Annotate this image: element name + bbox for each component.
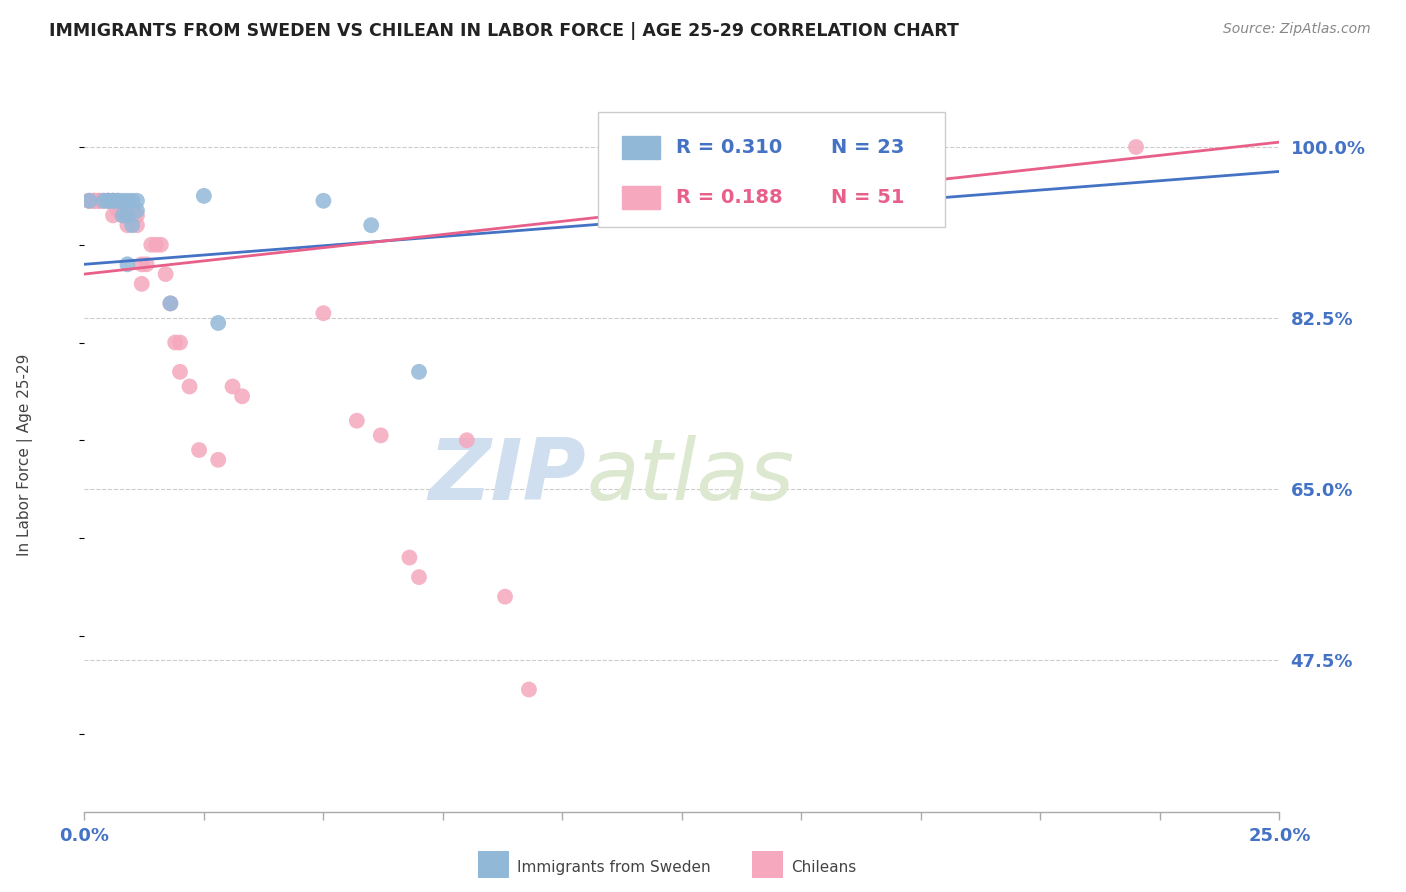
Point bbox=[456, 434, 478, 448]
Text: In Labor Force | Age 25-29: In Labor Force | Age 25-29 bbox=[17, 354, 34, 556]
Point bbox=[87, 194, 110, 208]
Point bbox=[398, 550, 420, 565]
Point bbox=[125, 194, 148, 208]
Point bbox=[370, 428, 392, 442]
Point bbox=[408, 570, 430, 584]
Point bbox=[121, 209, 143, 223]
Point bbox=[360, 218, 382, 232]
Point bbox=[131, 257, 153, 271]
Point bbox=[101, 209, 124, 223]
Text: N = 51: N = 51 bbox=[831, 188, 905, 207]
Point bbox=[346, 414, 368, 428]
Point bbox=[188, 443, 211, 458]
Point bbox=[87, 194, 110, 208]
Point bbox=[83, 194, 105, 208]
Point bbox=[77, 194, 100, 208]
Point bbox=[107, 194, 129, 208]
Point bbox=[169, 365, 191, 379]
Point bbox=[111, 209, 134, 223]
Text: N = 23: N = 23 bbox=[831, 138, 904, 157]
Point bbox=[117, 257, 139, 271]
Point bbox=[111, 203, 134, 218]
Point bbox=[107, 203, 129, 218]
Point bbox=[121, 218, 143, 232]
Point bbox=[125, 209, 148, 223]
Point bbox=[165, 335, 187, 350]
Point bbox=[117, 209, 139, 223]
Point bbox=[131, 277, 153, 291]
Point bbox=[107, 194, 129, 208]
Point bbox=[111, 194, 134, 208]
Point bbox=[1125, 140, 1147, 154]
Point bbox=[77, 194, 100, 208]
Text: R = 0.188: R = 0.188 bbox=[676, 188, 783, 207]
Point bbox=[97, 194, 120, 208]
Point bbox=[107, 194, 129, 208]
Text: Immigrants from Sweden: Immigrants from Sweden bbox=[517, 860, 711, 874]
Point bbox=[111, 209, 134, 223]
Point bbox=[97, 194, 120, 208]
Point bbox=[312, 306, 335, 320]
Point bbox=[93, 194, 115, 208]
Point bbox=[93, 194, 115, 208]
Point bbox=[135, 257, 157, 271]
Point bbox=[125, 203, 148, 218]
Point bbox=[207, 316, 229, 330]
Point bbox=[121, 203, 143, 218]
Point bbox=[517, 682, 540, 697]
Point bbox=[97, 194, 120, 208]
Bar bbox=[621, 136, 661, 159]
Point bbox=[494, 590, 516, 604]
Point bbox=[141, 237, 163, 252]
Point bbox=[121, 194, 143, 208]
Point bbox=[221, 379, 243, 393]
Text: ZIP: ZIP bbox=[429, 434, 586, 518]
Bar bbox=[621, 186, 661, 209]
Point bbox=[117, 218, 139, 232]
Text: atlas: atlas bbox=[586, 434, 794, 518]
Point bbox=[93, 194, 115, 208]
Text: Chileans: Chileans bbox=[792, 860, 856, 874]
Point bbox=[125, 218, 148, 232]
Point bbox=[155, 267, 177, 281]
Point bbox=[145, 237, 167, 252]
Point bbox=[83, 194, 105, 208]
Point bbox=[97, 194, 120, 208]
Point bbox=[169, 335, 191, 350]
Point bbox=[101, 194, 124, 208]
Point bbox=[231, 389, 253, 403]
Point bbox=[117, 209, 139, 223]
FancyBboxPatch shape bbox=[599, 112, 945, 227]
Text: IMMIGRANTS FROM SWEDEN VS CHILEAN IN LABOR FORCE | AGE 25-29 CORRELATION CHART: IMMIGRANTS FROM SWEDEN VS CHILEAN IN LAB… bbox=[49, 22, 959, 40]
Point bbox=[101, 194, 124, 208]
Point bbox=[97, 194, 120, 208]
Point bbox=[149, 237, 172, 252]
Point bbox=[408, 365, 430, 379]
Text: Source: ZipAtlas.com: Source: ZipAtlas.com bbox=[1223, 22, 1371, 37]
Point bbox=[159, 296, 181, 310]
Point bbox=[77, 194, 100, 208]
Point bbox=[101, 194, 124, 208]
Point bbox=[159, 296, 181, 310]
Point bbox=[207, 452, 229, 467]
Point bbox=[87, 194, 110, 208]
Text: R = 0.310: R = 0.310 bbox=[676, 138, 782, 157]
Point bbox=[101, 194, 124, 208]
Point bbox=[312, 194, 335, 208]
Point bbox=[83, 194, 105, 208]
Point bbox=[179, 379, 201, 393]
Point bbox=[193, 189, 215, 203]
Point bbox=[117, 194, 139, 208]
